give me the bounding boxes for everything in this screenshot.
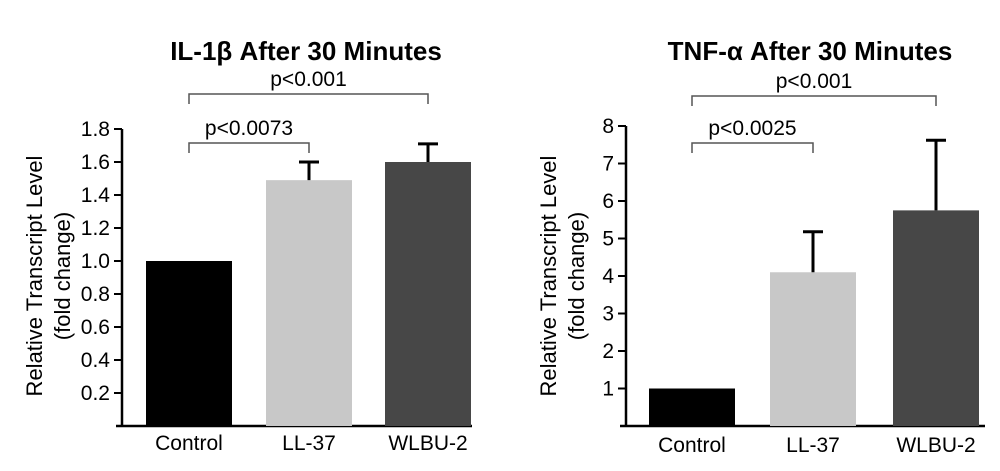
chart2-y-axis-label-line2: (fold change) [564,212,589,340]
chart1-y-tick-label: 0.8 [81,283,110,306]
chart2-category-label: WLBU-2 [896,434,975,457]
chart2-bar-wlbu-2 [893,210,979,426]
chart2-y-tick-label: 3 [602,303,614,326]
chart1-significance-bracket [188,93,429,104]
chart1-significance-bracket [188,142,310,153]
chart2-y-tick-label: 5 [602,228,614,251]
chart1-bar-wlbu-2 [385,162,471,426]
chart1-category-label: Control [155,432,223,455]
chart2-title: TNF-α After 30 Minutes [668,36,953,66]
chart1-p-value-label: p<0.001 [270,68,347,91]
chart2-y-tick-label: 4 [602,265,614,288]
chart2-p-value-label: p<0.0025 [708,117,796,140]
chart1-p-value-label: p<0.0073 [205,117,293,140]
chart1-y-tick-label: 1.8 [81,118,110,141]
chart2-y-tick-label: 6 [602,190,614,213]
chart2-y-tick-label: 2 [602,340,614,363]
chart1-y-tick-label: 0.2 [81,382,110,405]
chart1-title: IL-1β After 30 Minutes [170,36,442,66]
chart2-bar-ll-37 [770,272,856,426]
chart1-category-label: LL-37 [282,432,336,455]
chart2-category-label: LL-37 [786,434,840,457]
chart1-y-tick-label: 1.2 [81,217,110,240]
chart2-category-label: Control [658,434,726,457]
chart1-y-tick-label: 1.4 [81,184,111,207]
chart2-y-axis-label: Relative Transcript Level [536,156,561,397]
chart1-y-tick-label: 1.0 [81,250,110,273]
chart2-significance-bracket [691,95,937,106]
chart1-y-tick-label: 0.6 [81,316,110,339]
chart1-category-label: WLBU-2 [388,432,467,455]
chart2-bar-control [649,388,735,426]
chart2-p-value-label: p<0.001 [776,70,853,93]
chart1-bar-control [146,261,232,426]
chart2-y-tick-label: 1 [602,378,614,401]
chart2-y-tick-label: 8 [602,115,614,138]
chart1-y-axis-label-line2: (fold change) [50,212,75,340]
chart2-significance-bracket [691,142,814,153]
chart1-y-tick-label: 1.6 [81,151,110,174]
chart1-y-axis-label: Relative Transcript Level [22,156,47,397]
chart1-bar-ll-37 [266,180,352,426]
chart2-y-tick-label: 7 [602,153,614,176]
chart1-y-tick-label: 0.4 [81,349,111,372]
